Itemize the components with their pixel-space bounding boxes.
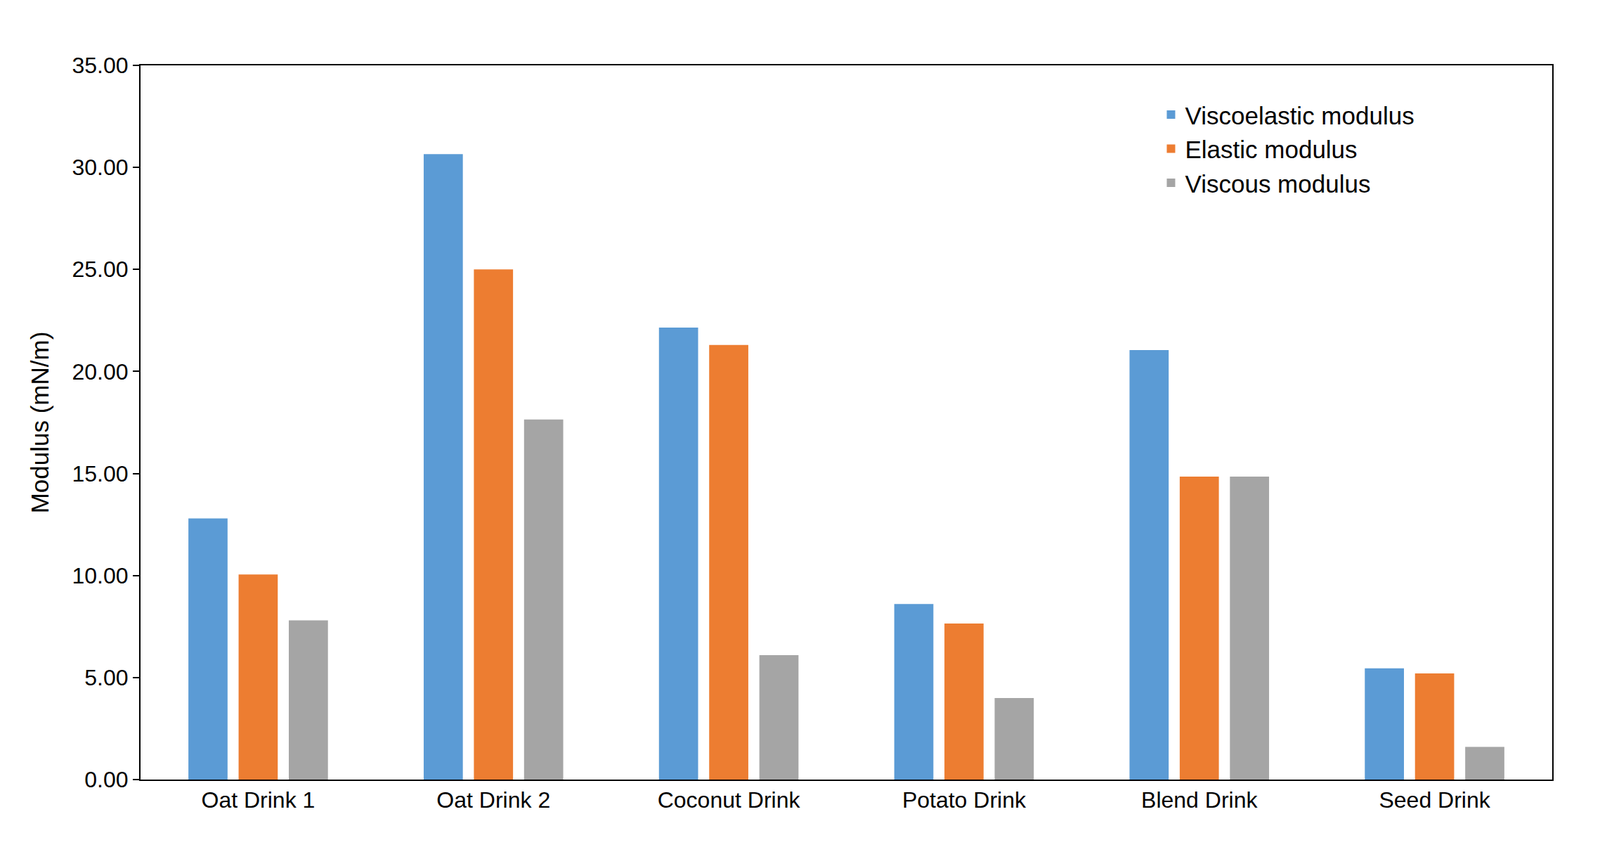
svg-text:Modulus (mN/m): Modulus (mN/m) (25, 331, 54, 514)
svg-text:Oat Drink 1: Oat Drink 1 (201, 787, 316, 813)
svg-text:Seed Drink: Seed Drink (1378, 787, 1491, 813)
svg-text:Blend Drink: Blend Drink (1141, 787, 1258, 813)
svg-text:35.00: 35.00 (72, 52, 129, 78)
svg-text:10.00: 10.00 (72, 562, 129, 589)
svg-text:Coconut Drink: Coconut Drink (657, 787, 802, 813)
svg-text:20.00: 20.00 (72, 359, 129, 385)
svg-text:Oat Drink 2: Oat Drink 2 (436, 787, 551, 813)
svg-text:15.00: 15.00 (72, 460, 129, 487)
svg-text:Viscous modulus: Viscous modulus (1184, 170, 1371, 198)
svg-text:Viscoelastic modulus: Viscoelastic modulus (1184, 101, 1414, 130)
svg-text:Potato Drink: Potato Drink (902, 787, 1027, 813)
svg-text:25.00: 25.00 (72, 256, 129, 282)
svg-text:5.00: 5.00 (84, 664, 128, 691)
svg-text:0.00: 0.00 (84, 766, 128, 792)
svg-text:Elastic modulus: Elastic modulus (1184, 135, 1357, 164)
svg-text:30.00: 30.00 (72, 154, 129, 180)
